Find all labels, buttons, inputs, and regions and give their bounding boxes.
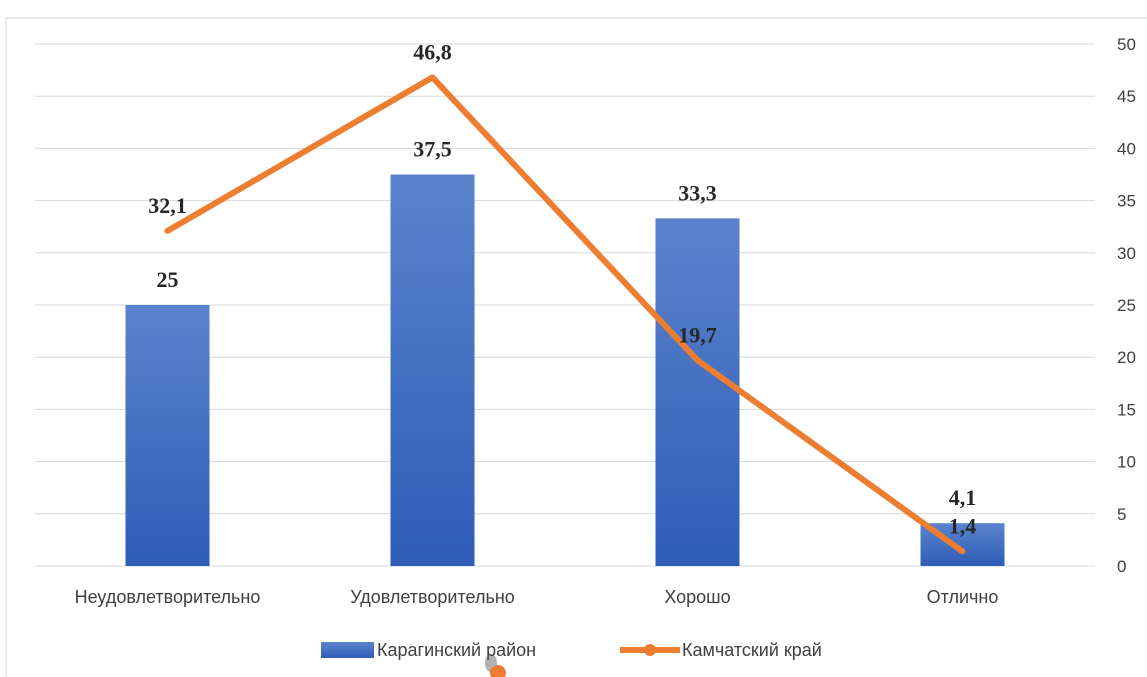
- data-labels: 25 37,5 33,3 4,1 32,1 46,8 19,7 1,4: [148, 39, 976, 538]
- bar: [390, 174, 475, 566]
- legend-bar-swatch: [321, 642, 374, 658]
- y-axis-ticks: 0 5 10 15 20 25 30 35 40 45 50: [1117, 35, 1136, 576]
- bar: [655, 218, 740, 566]
- line-data-label: 1,4: [949, 513, 977, 538]
- x-category-label: Хорошо: [664, 587, 730, 607]
- y-tick-label: 0: [1117, 557, 1126, 576]
- y-tick-label: 45: [1117, 87, 1136, 106]
- stray-marker: [485, 654, 506, 677]
- legend: Карагинский район Камчатский край: [321, 640, 822, 660]
- y-tick-label: 15: [1117, 400, 1136, 419]
- bar-data-label: 37,5: [413, 137, 452, 162]
- bars: [125, 174, 1005, 566]
- y-tick-label: 50: [1117, 35, 1136, 54]
- series-line: [164, 74, 966, 555]
- y-tick-label: 20: [1117, 348, 1136, 367]
- line-series: [164, 74, 966, 555]
- y-tick-label: 5: [1117, 505, 1126, 524]
- x-category-label: Отлично: [927, 587, 999, 607]
- bar-data-label: 33,3: [678, 180, 717, 205]
- x-axis-categories: Неудовлетворительно Удовлетворительно Хоро…: [75, 587, 999, 607]
- gridlines: [35, 43, 1095, 567]
- y-tick-label: 30: [1117, 244, 1136, 263]
- bar-data-label: 25: [157, 267, 179, 292]
- legend-item-bar: Карагинский район: [377, 640, 536, 660]
- y-tick-label: 25: [1117, 296, 1136, 315]
- x-category-label: Удовлетворительно: [350, 587, 515, 607]
- bar-data-label: 4,1: [949, 485, 977, 510]
- y-tick-label: 40: [1117, 139, 1136, 158]
- line-data-label: 32,1: [148, 193, 187, 218]
- y-tick-label: 10: [1117, 453, 1136, 472]
- line-data-label: 19,7: [678, 322, 717, 347]
- legend-item-line: Камчатский край: [682, 640, 822, 660]
- bar: [125, 305, 210, 566]
- x-category-label: Неудовлетворительно: [75, 587, 261, 607]
- chart-frame: [5, 17, 1147, 677]
- legend-line-marker: [644, 644, 656, 656]
- line-data-label: 46,8: [413, 39, 452, 64]
- y-tick-label: 35: [1117, 192, 1136, 211]
